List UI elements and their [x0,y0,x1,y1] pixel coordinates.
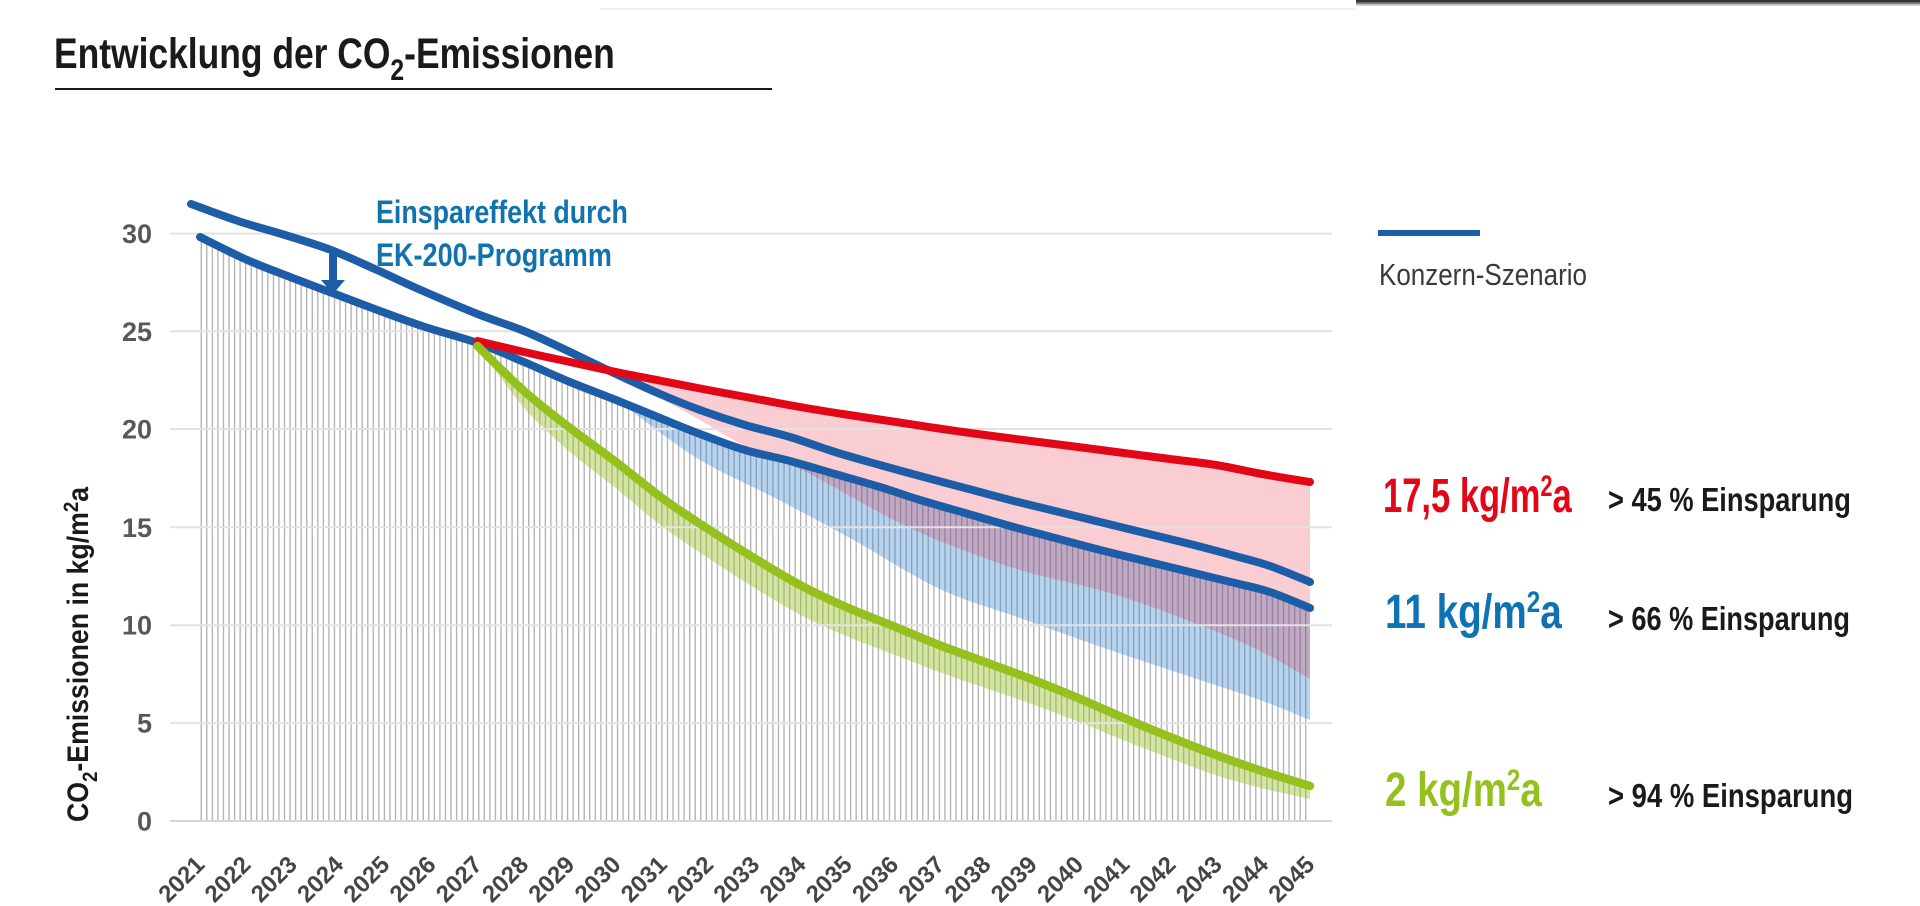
svg-text:10: 10 [122,611,152,641]
svg-text:> 66 % Einsparung: > 66 % Einsparung [1608,602,1850,638]
svg-text:> 94 % Einsparung: > 94 % Einsparung [1608,779,1853,815]
svg-text:0: 0 [137,807,152,837]
svg-text:17,5 kg/m2a: 17,5 kg/m2a [1383,468,1572,522]
svg-text:25: 25 [122,317,152,347]
svg-text:30: 30 [122,219,152,249]
svg-text:15: 15 [122,513,152,543]
svg-text:11 kg/m2a: 11 kg/m2a [1385,584,1562,639]
svg-text:EK-200-Programm: EK-200-Programm [376,238,612,274]
svg-text:20: 20 [122,415,152,445]
svg-text:Konzern-Szenario: Konzern-Szenario [1379,258,1587,293]
svg-text:Einspareffekt durch: Einspareffekt durch [376,195,628,231]
svg-text:> 45 % Einsparung: > 45 % Einsparung [1608,483,1851,519]
svg-text:2 kg/m2a: 2 kg/m2a [1385,762,1542,817]
svg-text:CO2-Emissionen in kg/m2a: CO2-Emissionen in kg/m2a [60,487,102,822]
svg-text:Entwicklung der CO2-Emissionen: Entwicklung der CO2-Emissionen [54,30,615,87]
svg-text:5: 5 [137,709,152,739]
